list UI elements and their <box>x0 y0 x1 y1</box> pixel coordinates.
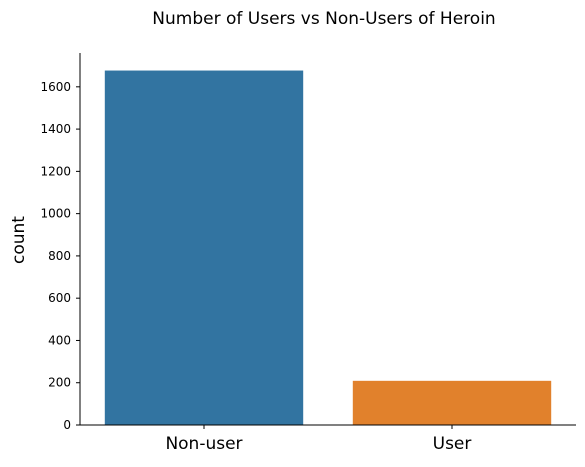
y-tick-label: 1600 <box>40 80 71 94</box>
bar-non-user <box>104 70 304 425</box>
y-ticks-group: 0 200 400 600 800 1000 1200 1400 1600 <box>40 80 80 432</box>
x-tick-label: Non-user <box>165 434 242 454</box>
y-tick-label: 400 <box>48 333 71 347</box>
y-tick-label: 600 <box>48 291 71 305</box>
chart-title: Number of Users vs Non-Users of Heroin <box>152 9 495 29</box>
y-tick-label: 1000 <box>40 207 71 221</box>
y-tick-label: 0 <box>63 418 71 432</box>
x-tick-label: User <box>433 434 472 454</box>
x-ticks-group: Non-user User <box>165 425 471 454</box>
y-tick-label: 800 <box>48 249 71 263</box>
bars-group <box>104 70 552 425</box>
y-tick-label: 200 <box>48 376 71 390</box>
y-axis-label: count <box>9 216 29 264</box>
y-tick-label: 1400 <box>40 122 71 136</box>
y-tick-label: 1200 <box>40 164 71 178</box>
bar-user <box>352 380 552 425</box>
